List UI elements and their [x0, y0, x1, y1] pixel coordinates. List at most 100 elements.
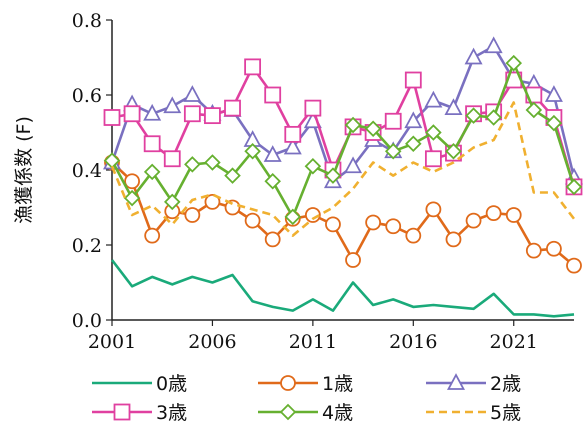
data-point	[384, 142, 402, 160]
legend-label: 5歳	[490, 402, 521, 424]
data-point	[284, 208, 302, 226]
data-point	[485, 109, 502, 126]
data-point	[204, 107, 221, 125]
data-point	[484, 36, 503, 54]
legend-item: 1歳	[258, 373, 353, 395]
data-point	[224, 199, 241, 216]
data-point	[424, 150, 442, 168]
y-tick-label: 0.4	[72, 160, 102, 182]
tick-labels: 0.0 0.2 0.4 0.6 0.8 2001 2006 2011 2016 2021	[72, 10, 538, 353]
data-point	[279, 403, 297, 421]
data-point	[304, 157, 322, 175]
data-point	[163, 150, 181, 168]
data-point	[224, 167, 241, 184]
data-point	[344, 156, 363, 174]
legend-label: 3歳	[156, 402, 187, 424]
legend-label: 1歳	[322, 373, 353, 395]
data-point	[204, 154, 221, 171]
data-point	[184, 207, 201, 223]
data-point	[545, 114, 563, 132]
data-point	[546, 240, 562, 257]
data-point	[123, 189, 141, 207]
data-point	[244, 142, 261, 160]
data-point	[144, 227, 161, 244]
x-tick-label: 2016	[389, 331, 437, 353]
data-point	[365, 214, 382, 231]
data-point	[445, 142, 462, 160]
legend-label: 2歳	[490, 373, 521, 395]
data-point	[565, 178, 583, 196]
data-point	[384, 112, 402, 130]
series-1	[104, 154, 582, 274]
series-layer	[102, 36, 584, 318]
legend-label: 4歳	[322, 402, 353, 424]
legend-item: 3歳	[92, 402, 187, 424]
data-point	[283, 137, 302, 155]
data-point	[445, 231, 462, 248]
data-point	[446, 373, 466, 390]
data-point	[304, 207, 321, 223]
data-point	[505, 207, 522, 223]
data-point	[344, 116, 362, 134]
data-point	[525, 242, 542, 259]
legend-item: 2歳	[426, 373, 521, 395]
data-point	[264, 86, 282, 104]
data-point	[244, 58, 262, 76]
data-point	[163, 193, 181, 211]
series-line	[110, 101, 576, 237]
data-point	[124, 173, 140, 190]
x-tick-label: 2011	[289, 331, 337, 353]
data-point	[163, 96, 182, 114]
data-point	[224, 99, 241, 117]
data-point	[184, 156, 201, 173]
series-line	[110, 61, 576, 219]
legend: 0歳 1歳 2歳 3歳 4歳 5歳	[92, 373, 521, 424]
y-axis-label: 漁獲係数 (F)	[13, 116, 35, 224]
data-point	[264, 172, 281, 190]
data-point	[143, 103, 162, 121]
data-point	[505, 54, 523, 72]
data-point	[444, 98, 463, 116]
data-point	[143, 163, 161, 181]
data-point	[425, 201, 442, 218]
data-point	[525, 101, 543, 119]
data-point	[424, 90, 443, 108]
data-point	[485, 205, 502, 222]
data-point	[183, 85, 202, 102]
legend-label: 0歳	[156, 373, 187, 395]
series-0	[110, 259, 575, 318]
legend-item: 4歳	[258, 402, 353, 424]
data-point	[464, 47, 483, 65]
data-point	[264, 231, 281, 248]
data-point	[465, 107, 482, 124]
data-point	[405, 135, 422, 153]
y-tick-label: 0.2	[72, 235, 102, 257]
data-point	[465, 212, 482, 229]
series-line	[110, 44, 576, 183]
x-tick-label: 2001	[88, 331, 136, 353]
data-point	[183, 105, 201, 123]
data-point	[123, 105, 141, 123]
data-point	[345, 252, 361, 268]
data-point	[425, 124, 442, 141]
data-point	[280, 375, 296, 391]
data-point	[325, 216, 341, 233]
data-point	[405, 227, 422, 244]
series-4	[103, 54, 583, 226]
data-point	[113, 403, 131, 421]
x-tick-label: 2021	[490, 331, 538, 353]
x-tick-label: 2006	[188, 331, 236, 353]
data-point	[404, 111, 423, 129]
y-tick-label: 0.6	[72, 85, 102, 107]
legend-item: 5歳	[426, 402, 521, 424]
series-5	[110, 101, 576, 237]
data-point	[304, 99, 322, 117]
data-point	[284, 125, 302, 143]
y-tick-label: 0.0	[72, 310, 102, 332]
data-point	[244, 212, 261, 229]
series-line	[111, 161, 575, 267]
data-point	[364, 120, 382, 138]
y-tick-label: 0.8	[72, 10, 102, 32]
data-point	[544, 85, 563, 102]
